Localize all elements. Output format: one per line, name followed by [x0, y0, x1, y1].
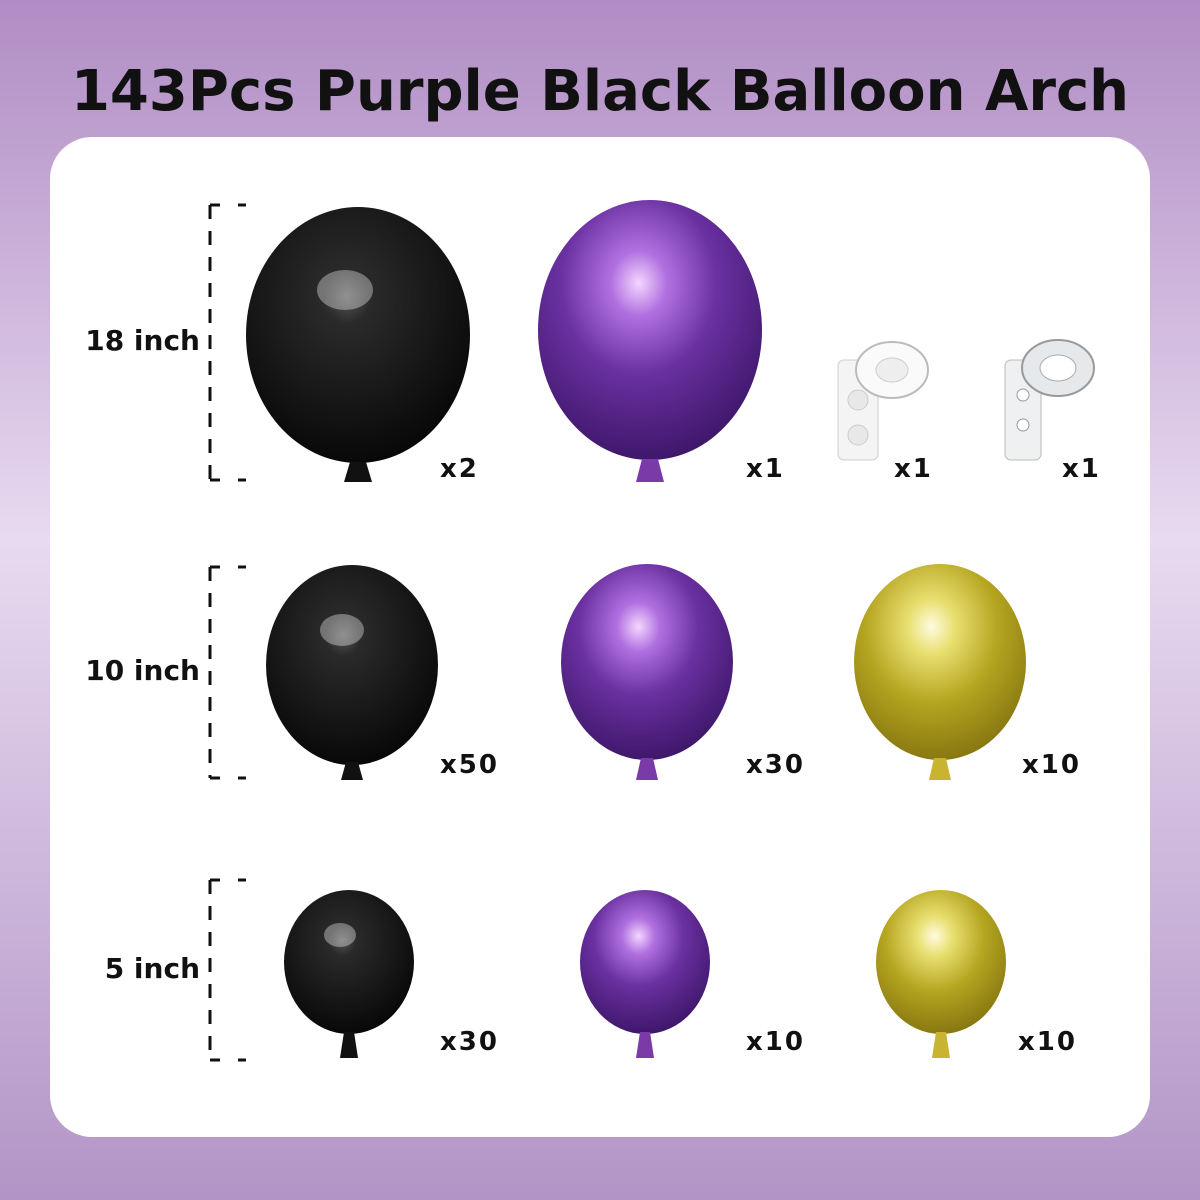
qty-label: x2 — [440, 454, 479, 484]
balloon-purple-18 — [538, 200, 762, 482]
balloon-purple-5 — [580, 890, 710, 1058]
glue-dots-roll — [837, 341, 929, 461]
qty-label: x1 — [1062, 454, 1101, 484]
size-label-5: 5 inch — [105, 952, 200, 985]
qty-label: x30 — [440, 1027, 499, 1057]
page-title: 143Pcs Purple Black Balloon Arch — [71, 59, 1129, 124]
size-label-10: 10 inch — [85, 654, 200, 687]
qty-label: x1 — [746, 454, 785, 484]
arch-strip-roll — [1004, 339, 1095, 461]
qty-label: x1 — [894, 454, 933, 484]
balloon-gold-10 — [854, 564, 1026, 780]
qty-label: x10 — [1018, 1027, 1077, 1057]
balloon-purple-10 — [561, 564, 733, 780]
qty-label: x30 — [746, 750, 805, 780]
balloon-black-10 — [266, 565, 438, 780]
qty-label: x10 — [1022, 750, 1081, 780]
balloon-black-5 — [284, 890, 414, 1058]
balloon-gold-5 — [876, 890, 1006, 1058]
balloon-black-18 — [246, 207, 470, 482]
qty-label: x10 — [746, 1027, 805, 1057]
qty-label: x50 — [440, 750, 499, 780]
size-label-18: 18 inch — [85, 324, 200, 357]
